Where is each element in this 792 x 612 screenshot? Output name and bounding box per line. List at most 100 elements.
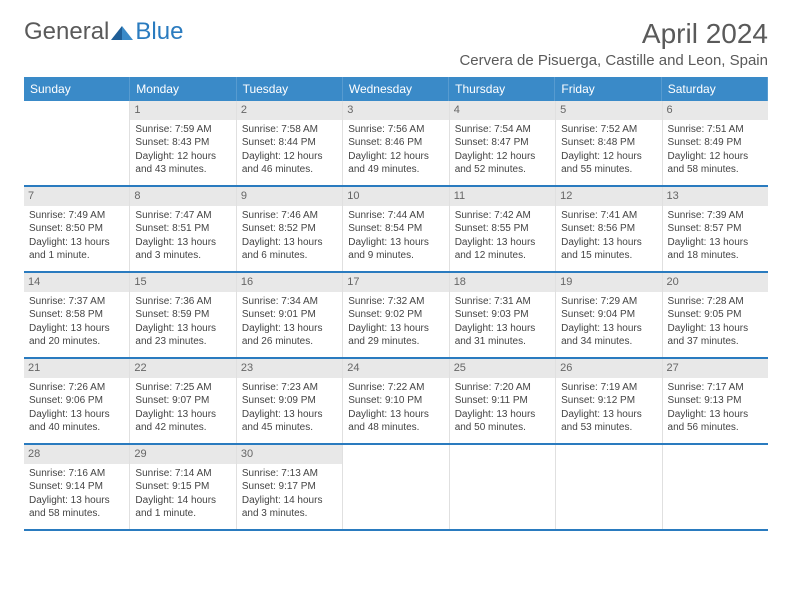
day-cell: 13Sunrise: 7:39 AMSunset: 8:57 PMDayligh… bbox=[663, 187, 768, 271]
sunrise-text: Sunrise: 7:56 AM bbox=[348, 123, 443, 137]
week-row: 1Sunrise: 7:59 AMSunset: 8:43 PMDaylight… bbox=[24, 101, 768, 187]
sunrise-text: Sunrise: 7:52 AM bbox=[561, 123, 656, 137]
sunrise-text: Sunrise: 7:36 AM bbox=[135, 295, 230, 309]
daylight-text: Daylight: 13 hours and 20 minutes. bbox=[29, 322, 124, 349]
daylight-text: Daylight: 13 hours and 26 minutes. bbox=[242, 322, 337, 349]
day-number: 6 bbox=[663, 101, 768, 120]
sunset-text: Sunset: 8:56 PM bbox=[561, 222, 656, 236]
daylight-text: Daylight: 13 hours and 58 minutes. bbox=[29, 494, 124, 521]
daylight-text: Daylight: 14 hours and 1 minute. bbox=[135, 494, 230, 521]
day-cell: 17 Sunrise: 7:32 AMSunset: 9:02 PMDayligh… bbox=[343, 273, 449, 357]
sunrise-text: Sunrise: 7:34 AM bbox=[242, 295, 337, 309]
sunset-text: Sunset: 8:44 PM bbox=[242, 136, 337, 150]
calendar: Sunday Monday Tuesday Wednesday Thursday… bbox=[24, 77, 768, 531]
day-header-thu: Thursday bbox=[449, 77, 555, 101]
sunset-text: Sunset: 9:06 PM bbox=[29, 394, 124, 408]
day-number: 19 bbox=[556, 273, 661, 292]
day-number: 17 bbox=[343, 273, 448, 292]
day-cell: 1Sunrise: 7:59 AMSunset: 8:43 PMDaylight… bbox=[130, 101, 236, 185]
day-header-wed: Wednesday bbox=[343, 77, 449, 101]
sunset-text: Sunset: 9:14 PM bbox=[29, 480, 124, 494]
sunrise-text: Sunrise: 7:13 AM bbox=[242, 467, 337, 481]
day-cell: 2Sunrise: 7:58 AMSunset: 8:44 PMDaylight… bbox=[237, 101, 343, 185]
day-number: 28 bbox=[24, 445, 129, 464]
daylight-text: Daylight: 13 hours and 42 minutes. bbox=[135, 408, 230, 435]
day-cell bbox=[556, 445, 662, 529]
sunset-text: Sunset: 8:58 PM bbox=[29, 308, 124, 322]
day-cell bbox=[343, 445, 449, 529]
daylight-text: Daylight: 13 hours and 53 minutes. bbox=[561, 408, 656, 435]
day-cell: 16Sunrise: 7:34 AMSunset: 9:01 PMDayligh… bbox=[237, 273, 343, 357]
day-number: 10 bbox=[343, 187, 448, 206]
day-number: 12 bbox=[556, 187, 661, 206]
daylight-text: Daylight: 13 hours and 9 minutes. bbox=[348, 236, 443, 263]
sunset-text: Sunset: 9:15 PM bbox=[135, 480, 230, 494]
sunrise-text: Sunrise: 7:20 AM bbox=[455, 381, 550, 395]
daylight-text: Daylight: 13 hours and 15 minutes. bbox=[561, 236, 656, 263]
sunset-text: Sunset: 9:04 PM bbox=[561, 308, 656, 322]
daylight-text: Daylight: 13 hours and 34 minutes. bbox=[561, 322, 656, 349]
sunrise-text: Sunrise: 7:42 AM bbox=[455, 209, 550, 223]
daylight-text: Daylight: 13 hours and 45 minutes. bbox=[242, 408, 337, 435]
day-number: 25 bbox=[450, 359, 555, 378]
daylight-text: Daylight: 13 hours and 23 minutes. bbox=[135, 322, 230, 349]
weeks-container: 1Sunrise: 7:59 AMSunset: 8:43 PMDaylight… bbox=[24, 101, 768, 531]
day-number: 18 bbox=[450, 273, 555, 292]
day-cell: 3Sunrise: 7:56 AMSunset: 8:46 PMDaylight… bbox=[343, 101, 449, 185]
daylight-text: Daylight: 13 hours and 29 minutes. bbox=[348, 322, 443, 349]
day-cell: 6Sunrise: 7:51 AMSunset: 8:49 PMDaylight… bbox=[663, 101, 768, 185]
day-number: 30 bbox=[237, 445, 342, 464]
sunset-text: Sunset: 9:17 PM bbox=[242, 480, 337, 494]
sunrise-text: Sunrise: 7:54 AM bbox=[455, 123, 550, 137]
daylight-text: Daylight: 13 hours and 31 minutes. bbox=[455, 322, 550, 349]
day-cell: 7Sunrise: 7:49 AMSunset: 8:50 PMDaylight… bbox=[24, 187, 130, 271]
day-number: 13 bbox=[663, 187, 768, 206]
day-number: 3 bbox=[343, 101, 448, 120]
day-header-sun: Sunday bbox=[24, 77, 130, 101]
sunrise-text: Sunrise: 7:25 AM bbox=[135, 381, 230, 395]
daylight-text: Daylight: 13 hours and 48 minutes. bbox=[348, 408, 443, 435]
day-cell: 18Sunrise: 7:31 AMSunset: 9:03 PMDayligh… bbox=[450, 273, 556, 357]
sunset-text: Sunset: 8:51 PM bbox=[135, 222, 230, 236]
daylight-text: Daylight: 13 hours and 50 minutes. bbox=[455, 408, 550, 435]
sunset-text: Sunset: 9:03 PM bbox=[455, 308, 550, 322]
daylight-text: Daylight: 12 hours and 43 minutes. bbox=[135, 150, 230, 177]
day-cell: 11Sunrise: 7:42 AMSunset: 8:55 PMDayligh… bbox=[450, 187, 556, 271]
day-cell: 20Sunrise: 7:28 AMSunset: 9:05 PMDayligh… bbox=[663, 273, 768, 357]
day-cell bbox=[663, 445, 768, 529]
daylight-text: Daylight: 12 hours and 46 minutes. bbox=[242, 150, 337, 177]
day-cell: 15Sunrise: 7:36 AMSunset: 8:59 PMDayligh… bbox=[130, 273, 236, 357]
logo-text-1: General bbox=[24, 18, 109, 46]
daylight-text: Daylight: 13 hours and 37 minutes. bbox=[668, 322, 763, 349]
day-number: 9 bbox=[237, 187, 342, 206]
sunrise-text: Sunrise: 7:17 AM bbox=[668, 381, 763, 395]
sunrise-text: Sunrise: 7:41 AM bbox=[561, 209, 656, 223]
sunrise-text: Sunrise: 7:26 AM bbox=[29, 381, 124, 395]
sunset-text: Sunset: 8:55 PM bbox=[455, 222, 550, 236]
day-number: 2 bbox=[237, 101, 342, 120]
week-row: 21Sunrise: 7:26 AMSunset: 9:06 PMDayligh… bbox=[24, 359, 768, 445]
sunrise-text: Sunrise: 7:32 AM bbox=[348, 295, 443, 309]
title-block: April 2024 Cervera de Pisuerga, Castille… bbox=[459, 18, 768, 69]
day-cell: 21Sunrise: 7:26 AMSunset: 9:06 PMDayligh… bbox=[24, 359, 130, 443]
daylight-text: Daylight: 13 hours and 12 minutes. bbox=[455, 236, 550, 263]
sunset-text: Sunset: 8:47 PM bbox=[455, 136, 550, 150]
day-cell: 14Sunrise: 7:37 AMSunset: 8:58 PMDayligh… bbox=[24, 273, 130, 357]
day-number: 1 bbox=[130, 101, 235, 120]
day-cell: 8Sunrise: 7:47 AMSunset: 8:51 PMDaylight… bbox=[130, 187, 236, 271]
day-header-sat: Saturday bbox=[662, 77, 768, 101]
sunset-text: Sunset: 9:11 PM bbox=[455, 394, 550, 408]
day-cell: 5Sunrise: 7:52 AMSunset: 8:48 PMDaylight… bbox=[556, 101, 662, 185]
sunset-text: Sunset: 8:48 PM bbox=[561, 136, 656, 150]
sunset-text: Sunset: 9:07 PM bbox=[135, 394, 230, 408]
day-header-tue: Tuesday bbox=[237, 77, 343, 101]
day-number: 16 bbox=[237, 273, 342, 292]
day-number: 23 bbox=[237, 359, 342, 378]
day-cell: 9Sunrise: 7:46 AMSunset: 8:52 PMDaylight… bbox=[237, 187, 343, 271]
day-header-row: Sunday Monday Tuesday Wednesday Thursday… bbox=[24, 77, 768, 101]
sunrise-text: Sunrise: 7:14 AM bbox=[135, 467, 230, 481]
day-number: 14 bbox=[24, 273, 129, 292]
sunset-text: Sunset: 8:59 PM bbox=[135, 308, 230, 322]
sunset-text: Sunset: 9:02 PM bbox=[348, 308, 443, 322]
sunrise-text: Sunrise: 7:49 AM bbox=[29, 209, 124, 223]
